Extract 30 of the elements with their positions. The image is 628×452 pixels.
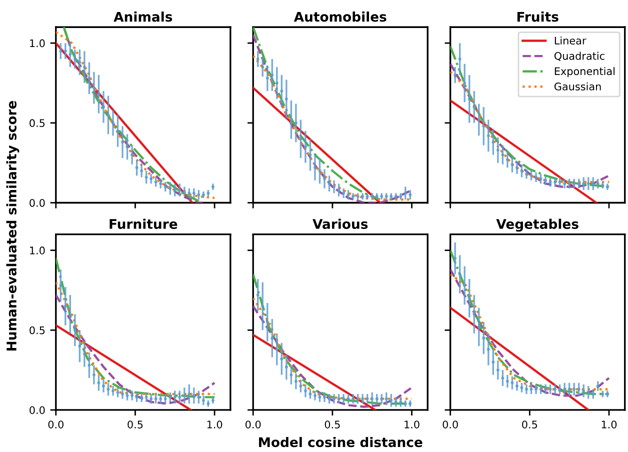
x-tick-label: 0.0 [442, 420, 458, 428]
chart-title: Fruits [517, 12, 558, 22]
chart-title: Vegetables [496, 218, 578, 232]
x-tick-label: 0.5 [324, 420, 340, 428]
chart-title: Animals [114, 12, 172, 22]
y-tick-label: 0.0 [30, 406, 45, 414]
line-series [56, 294, 216, 405]
x-tick-label: 1.0 [404, 420, 420, 428]
x-tick-label: 0.0 [48, 420, 64, 428]
chart-title: Furniture [110, 218, 178, 229]
x-tick-label: 0.0 [246, 420, 261, 428]
chart-title: Various [312, 218, 368, 229]
x-tick-label: 0.5 [522, 420, 538, 428]
legend-label: Linear [554, 36, 586, 45]
legend-label: Gaussian [554, 82, 601, 90]
x-axis-title: Model cosine distance [259, 436, 422, 448]
y-tick-label: 0.5 [30, 326, 45, 334]
x-tick-label: 1.0 [207, 420, 222, 428]
y-tick-label: 1.0 [30, 39, 45, 48]
chart-title: Automobiles [294, 12, 386, 22]
x-tick-label: 1.0 [602, 420, 617, 428]
y-tick-label: 0.5 [30, 119, 45, 128]
y-axis-title: Human-evaluated similarity score [6, 100, 20, 350]
y-tick-label: 1.0 [30, 246, 45, 254]
line-series [56, 257, 216, 398]
x-tick-label: 0.5 [128, 420, 143, 428]
legend-label: Exponential [554, 67, 615, 78]
y-tick-label: 0.0 [30, 198, 45, 207]
line-series [56, 281, 216, 396]
legend-label: Quadratic [554, 52, 604, 62]
